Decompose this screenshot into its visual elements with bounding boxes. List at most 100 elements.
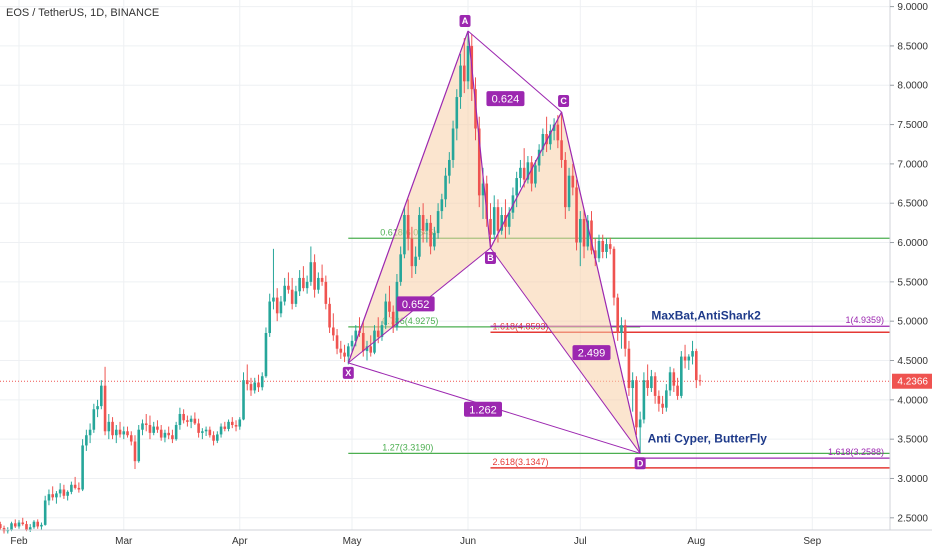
candle-body — [17, 522, 21, 527]
candle-body — [650, 376, 653, 389]
candle-body — [122, 431, 126, 435]
x-tick-label: Jul — [574, 536, 587, 547]
candle-body — [114, 429, 118, 436]
ratio-label: 0.652 — [402, 299, 430, 311]
candle-body — [571, 175, 575, 188]
candle-body — [612, 248, 616, 298]
price-axis: 2.5000 3.0000 3.5000 4.0000 4.5000 5.0000 5.50… — [890, 2, 928, 524]
candle-body — [537, 149, 541, 166]
candle-body — [418, 215, 421, 257]
candle-body — [343, 352, 346, 357]
candle-body — [156, 426, 159, 430]
candle-body — [32, 521, 36, 528]
candle-body — [680, 356, 683, 396]
candle-body — [212, 435, 215, 441]
candle-body — [294, 291, 298, 304]
candle-body — [51, 494, 54, 498]
candle-body — [141, 423, 144, 430]
pattern-annotation: MaxBat,AntiShark2 — [651, 309, 761, 323]
candle-body — [500, 215, 504, 231]
candle-body — [515, 178, 518, 196]
candle-body — [623, 325, 627, 349]
candle-body — [129, 435, 133, 442]
candle-body — [260, 376, 264, 388]
candle-body — [92, 409, 96, 430]
y-tick-label: 7.0000 — [897, 159, 928, 170]
candle-body — [234, 424, 238, 427]
pattern-point-marker — [342, 366, 354, 379]
candle-body — [47, 494, 51, 501]
candle-body — [429, 222, 432, 247]
candle-body — [253, 382, 257, 391]
candle-body — [376, 330, 380, 337]
candle-body — [332, 327, 335, 336]
candle-body — [107, 421, 111, 432]
candle-body — [653, 376, 657, 396]
candle-body — [186, 420, 189, 422]
candle-body — [317, 277, 320, 290]
pattern-point-label: D — [637, 459, 644, 469]
candle-body — [66, 491, 69, 496]
candle-body — [238, 419, 242, 427]
candle-body — [631, 380, 634, 389]
candles — [0, 30, 702, 534]
candle-body — [178, 413, 182, 425]
y-tick-label: 3.0000 — [897, 474, 928, 485]
candle-body — [264, 332, 268, 377]
x-tick-label: Feb — [10, 536, 28, 547]
ratio-label: 2.499 — [578, 348, 606, 360]
candle-body — [13, 523, 17, 527]
candle-body — [575, 187, 578, 243]
candle-body — [384, 301, 388, 326]
candle-body — [448, 159, 451, 176]
fib-level-label: 1(4.9359) — [845, 315, 884, 325]
y-tick-label: 8.0000 — [897, 81, 928, 92]
pattern-lines — [347, 30, 641, 454]
candle-body — [436, 211, 440, 234]
chart-title: EOS / TetherUS, 1D, BINANCE — [6, 7, 159, 19]
candle-body — [144, 423, 148, 425]
candle-body — [586, 220, 590, 247]
candle-body — [597, 240, 601, 259]
candle-body — [590, 220, 593, 251]
candle-body — [62, 489, 66, 496]
candle-body — [567, 175, 571, 208]
candle-body — [268, 301, 272, 333]
candle-body — [433, 233, 436, 247]
ratio-label-bg — [572, 345, 611, 361]
candle-body — [507, 212, 511, 227]
candle-body — [43, 500, 47, 525]
candle-body — [28, 527, 32, 530]
pattern-leg — [467, 30, 492, 249]
ratio-label-bg — [463, 401, 502, 417]
current-price-tag: 4.2366 — [892, 373, 932, 389]
candle-body — [455, 97, 459, 129]
candle-body — [88, 429, 92, 436]
candle-body — [545, 134, 548, 145]
ratio-label: 0.624 — [492, 94, 520, 106]
x-tick-label: Aug — [687, 536, 705, 547]
candle-body — [70, 484, 73, 492]
candle-body — [627, 348, 631, 389]
ratio-label-bg — [486, 91, 525, 107]
candle-body — [541, 134, 545, 150]
candle-body — [174, 424, 178, 440]
pattern-leg — [560, 111, 641, 454]
candle-body — [672, 372, 676, 386]
candle-body — [350, 340, 354, 347]
candle-body — [245, 380, 249, 385]
candle-body — [298, 277, 301, 292]
pattern-point-label: B — [487, 253, 494, 263]
candle-body — [504, 215, 507, 227]
candle-body — [638, 419, 642, 428]
candle-body — [462, 65, 466, 82]
candle-body — [365, 346, 369, 352]
y-tick-label: 4.5000 — [897, 356, 928, 367]
candle-body — [477, 128, 481, 196]
pattern-leg — [347, 30, 469, 364]
candle-body — [361, 332, 365, 352]
candle-body — [694, 351, 698, 381]
y-tick-label: 4.0000 — [897, 395, 928, 406]
candle-body — [100, 385, 103, 407]
